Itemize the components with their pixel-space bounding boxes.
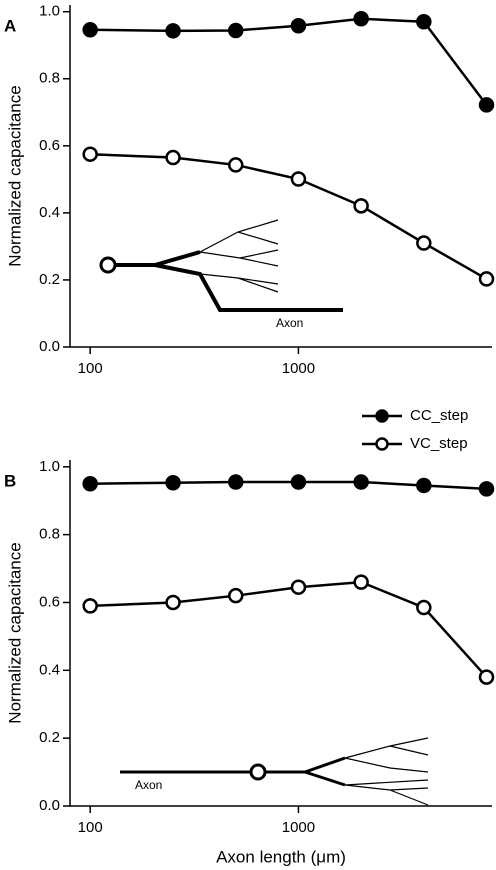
data-point [353,474,369,490]
data-point [478,669,495,685]
y-tick-label: 0.6 [39,137,60,154]
data-point [353,574,369,590]
y-tick-label: 0.4 [39,661,60,678]
data-point [227,474,244,490]
data-point [82,475,98,492]
neuron-inset-b [120,737,429,806]
neuron-inset-a [99,219,343,312]
y-tick-label: 0.2 [39,729,60,746]
data-point [416,235,432,251]
series-line [90,152,488,281]
y-tick-label: 0.8 [39,70,60,87]
annotation: Axon [135,778,162,792]
series-line [90,17,488,106]
data-point [82,598,98,614]
data-point [290,171,307,187]
x-axis-label: Axon length (μm) [216,847,346,866]
data-point [353,10,369,27]
data-point [227,157,244,173]
data-point [416,477,432,494]
data-point [82,146,98,162]
data-point [290,579,307,595]
x-tick-label: 1000 [282,360,315,377]
data-point [478,481,495,497]
y-tick-label: 0.2 [39,271,60,288]
data-point [290,18,307,34]
legend-marker [375,437,389,451]
data-point [290,474,307,490]
data-point [353,198,369,214]
annotation: Axon [276,316,303,330]
panel-label: A [4,16,16,35]
data-point [82,22,98,38]
panel-label: B [4,471,16,490]
x-tick-label: 100 [78,360,103,377]
y-tick-label: 0.0 [39,797,60,814]
data-point [165,594,181,611]
data-point [165,23,181,39]
data-point [478,271,495,287]
data-point [478,97,495,113]
data-point [416,599,432,616]
series-line [90,580,488,678]
y-axis-label: Normalized capacitance [5,85,24,266]
legend-label: VC_step [410,435,468,452]
legend-marker [375,409,389,423]
y-tick-label: 0.8 [39,526,60,543]
data-point [227,22,244,39]
axes [69,460,492,807]
x-tick-label: 1000 [282,819,315,836]
data-point [227,587,244,604]
data-point [416,14,432,30]
y-tick-label: 0.0 [39,338,60,355]
y-tick-label: 0.4 [39,204,60,221]
y-axis-label: Normalized capacitance [5,542,24,723]
legend-label: CC_step [410,407,468,424]
data-point [165,149,181,166]
y-tick-label: 1.0 [39,458,60,475]
y-tick-label: 1.0 [39,3,60,20]
x-tick-label: 100 [78,819,103,836]
data-point [165,474,181,491]
y-tick-label: 0.6 [39,593,60,610]
